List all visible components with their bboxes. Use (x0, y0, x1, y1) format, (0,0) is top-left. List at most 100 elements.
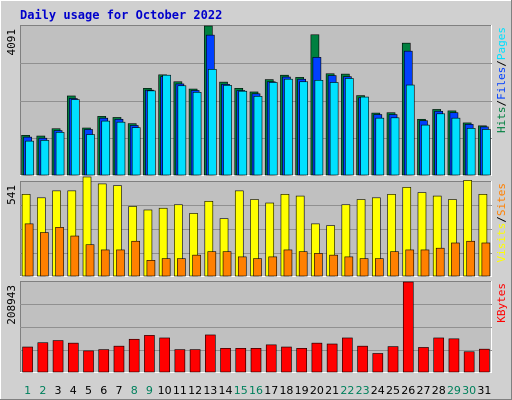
bar-kbytes-day-11 (174, 349, 186, 373)
day-label-9: 9 (146, 384, 153, 397)
bar-kbytes-day-3 (52, 340, 64, 373)
bar-sites-day-3 (55, 227, 64, 277)
bar-kbytes-day-9 (144, 335, 155, 373)
bar-sites-day-29 (451, 242, 460, 277)
bar-pages-day-13 (208, 69, 217, 176)
day-label-15: 15 (234, 384, 248, 397)
day-label-18: 18 (279, 384, 293, 397)
day-label-13: 13 (203, 384, 217, 397)
bar-pages-day-5 (86, 134, 95, 176)
bar-kbytes-day-27 (418, 347, 429, 373)
bar-kbytes-day-23 (357, 345, 368, 373)
bar-sites-day-9 (146, 260, 156, 277)
bar-pages-day-12 (192, 92, 202, 176)
bar-pages-day-29 (451, 117, 461, 176)
bar-sites-day-31 (481, 242, 491, 277)
bar-pages-day-16 (253, 96, 263, 176)
bar-sites-day-11 (177, 258, 186, 277)
bar-pages-day-22 (345, 78, 354, 176)
chart-title: Daily usage for October 2022 (20, 8, 222, 22)
day-label-30: 30 (462, 384, 476, 397)
legend-label-sites: Sites (495, 183, 508, 216)
bar-sites-day-16 (253, 258, 262, 277)
bar-sites-day-27 (420, 249, 430, 277)
bar-kbytes-day-6 (98, 349, 110, 373)
bar-pages-day-31 (482, 129, 491, 176)
day-label-8: 8 (131, 384, 138, 397)
bar-sites-day-1 (24, 223, 34, 277)
bar-sites-day-28 (435, 247, 445, 277)
bar-pages-day-20 (314, 80, 324, 176)
bar-sites-day-10 (161, 258, 171, 277)
bar-sites-day-5 (85, 244, 95, 277)
bar-sites-day-26 (405, 249, 415, 277)
bar-sites-day-14 (222, 251, 232, 277)
day-label-25: 25 (386, 384, 400, 397)
legend-label-visits: Visits (495, 223, 508, 263)
day-label-21: 21 (325, 384, 339, 397)
bar-kbytes-day-19 (296, 348, 307, 373)
bar-sites-day-6 (100, 249, 110, 277)
bar-pages-day-9 (147, 90, 156, 176)
day-label-17: 17 (264, 384, 278, 397)
day-label-23: 23 (356, 384, 370, 397)
day-label-11: 11 (173, 384, 187, 397)
day-label-22: 22 (340, 384, 354, 397)
bar-pages-day-24 (375, 117, 385, 176)
bar-pages-day-1 (25, 140, 34, 176)
day-label-4: 4 (70, 384, 77, 397)
bar-pages-day-19 (299, 81, 308, 176)
day-label-27: 27 (416, 384, 430, 397)
bar-pages-day-17 (268, 82, 278, 176)
day-label-2: 2 (39, 384, 46, 397)
bar-kbytes-day-22 (342, 337, 353, 373)
day-label-26: 26 (401, 384, 415, 397)
bar-pages-day-26 (405, 84, 415, 176)
bar-pages-day-15 (238, 90, 248, 176)
bar-pages-day-6 (101, 120, 111, 176)
legend-separator: / (495, 60, 508, 67)
day-label-20: 20 (310, 384, 324, 397)
bar-pages-day-8 (131, 127, 141, 176)
bar-sites-day-18 (283, 249, 293, 277)
bar-pages-day-7 (116, 121, 126, 176)
bar-kbytes-day-4 (67, 342, 79, 373)
day-label-31: 31 (477, 384, 491, 397)
panel-usage-max-label: 4091 (5, 29, 18, 56)
bar-sites-day-22 (344, 256, 354, 277)
day-label-19: 19 (295, 384, 309, 397)
panel-visits-legend: Visits/Sites (495, 183, 508, 263)
day-label-12: 12 (188, 384, 202, 397)
bar-kbytes-day-7 (113, 345, 125, 373)
day-label-16: 16 (249, 384, 263, 397)
bar-pages-day-28 (436, 113, 446, 176)
legend-separator: / (495, 216, 508, 223)
bar-kbytes-day-20 (311, 342, 323, 373)
bar-kbytes-day-1 (22, 346, 33, 373)
bar-pages-day-11 (177, 85, 187, 176)
bar-kbytes-day-17 (265, 344, 277, 373)
bar-sites-day-2 (40, 232, 49, 277)
legend-label-pages: Pages (495, 27, 508, 60)
bar-sites-day-15 (237, 256, 247, 277)
bar-sites-day-4 (70, 235, 80, 277)
panel-visits-max-label: 541 (5, 185, 18, 205)
day-label-6: 6 (100, 384, 107, 397)
bar-pages-day-25 (390, 117, 400, 176)
bar-kbytes-day-25 (387, 346, 399, 373)
bar-sites-day-19 (298, 251, 308, 277)
bar-kbytes-day-2 (37, 342, 49, 373)
bar-kbytes-day-24 (372, 353, 384, 373)
bar-sites-day-20 (314, 253, 323, 277)
panel-usage-legend: Hits/Files/Pages (495, 27, 508, 133)
day-label-1: 1 (24, 384, 31, 397)
bar-sites-day-21 (329, 254, 338, 277)
bar-sites-day-7 (116, 249, 125, 277)
legend-label-hits: Hits (495, 107, 508, 134)
day-label-10: 10 (158, 384, 172, 397)
bar-kbytes-day-26 (402, 281, 414, 373)
bar-sites-day-23 (359, 258, 369, 277)
day-label-28: 28 (432, 384, 446, 397)
day-label-5: 5 (85, 384, 92, 397)
